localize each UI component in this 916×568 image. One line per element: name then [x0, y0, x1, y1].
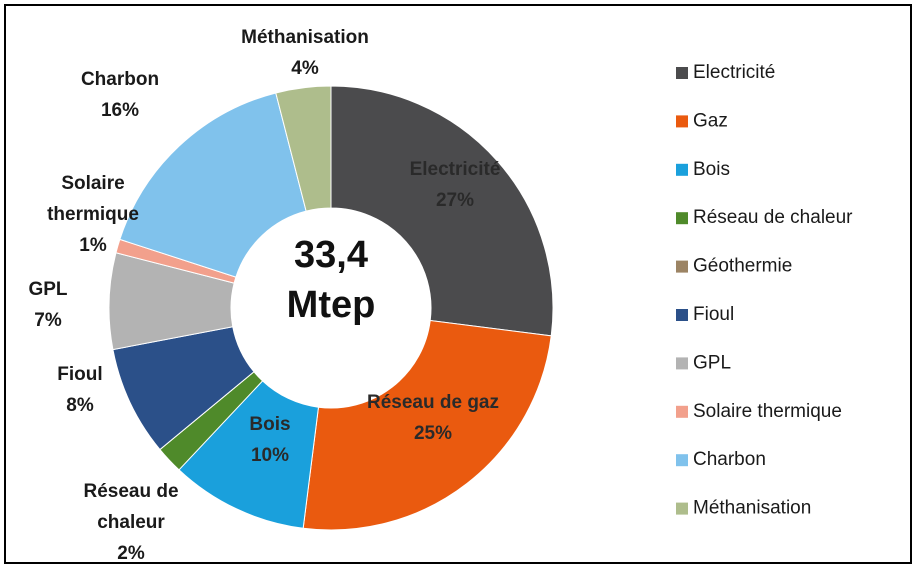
- value-label: 16%: [101, 100, 139, 121]
- legend-swatch: [676, 309, 688, 321]
- legend-swatch: [676, 260, 688, 273]
- legend-label: Gaz: [693, 110, 728, 131]
- legend-swatch: [676, 357, 688, 370]
- value-label: 7%: [34, 310, 62, 331]
- legend-label: Charbon: [693, 449, 766, 470]
- legend-swatch: [676, 115, 688, 128]
- data-label: thermique: [47, 204, 139, 225]
- legend-swatch: [676, 163, 688, 176]
- legend-label: Bois: [693, 159, 730, 180]
- data-label: GPL: [28, 279, 67, 300]
- legend-swatch: [676, 212, 688, 225]
- legend-label: Méthanisation: [693, 498, 811, 519]
- legend-swatch: [676, 454, 688, 467]
- value-label: 1%: [79, 235, 107, 256]
- data-label: Electricité: [410, 159, 501, 180]
- legend-label: Fioul: [693, 304, 734, 325]
- center-label: 33,4: [294, 234, 368, 276]
- data-label: Bois: [249, 414, 290, 435]
- legend-label: Géothermie: [693, 256, 792, 277]
- value-label: 8%: [66, 395, 94, 416]
- data-label: chaleur: [97, 512, 165, 533]
- legend-swatch: [676, 67, 688, 79]
- value-label: 10%: [251, 445, 289, 466]
- legend-label: Electricité: [693, 62, 775, 83]
- legend-label: GPL: [693, 352, 731, 373]
- data-label: Charbon: [81, 69, 159, 90]
- value-label: 2%: [117, 543, 145, 564]
- data-label: Réseau de gaz: [367, 392, 499, 413]
- legend-label: Réseau de chaleur: [693, 207, 853, 228]
- data-label: Solaire: [61, 173, 124, 194]
- value-label: 25%: [414, 423, 452, 444]
- legend-label: Solaire thermique: [693, 401, 842, 422]
- data-label: Réseau de: [83, 481, 178, 502]
- donut-hole: [231, 208, 431, 408]
- center-label: Mtep: [287, 284, 376, 326]
- data-label: Méthanisation: [241, 27, 369, 48]
- value-label: 4%: [291, 58, 319, 79]
- legend-swatch: [676, 502, 688, 515]
- legend-swatch: [676, 405, 688, 418]
- value-label: 27%: [436, 190, 474, 211]
- data-label: Fioul: [57, 364, 102, 385]
